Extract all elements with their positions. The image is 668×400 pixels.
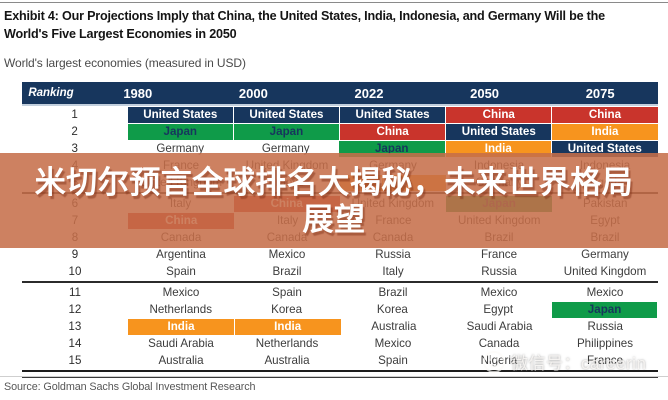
country-cell: Spain — [378, 354, 408, 367]
top-divider — [0, 2, 668, 3]
rank-number: 2 — [71, 125, 78, 138]
rank-number: 11 — [68, 286, 82, 299]
country-cell: Brazil — [272, 265, 302, 278]
country-cell: France — [586, 354, 624, 367]
column-header-ranking: Ranking — [28, 87, 74, 99]
table-row: 11 Mexico Spain Brazil Mexico Mexico — [22, 284, 658, 301]
country-cell: Netherlands — [149, 303, 212, 316]
column-header-2075: 2075 — [585, 85, 615, 101]
country-cell: Spain — [272, 286, 302, 299]
country-cell: United States — [446, 123, 552, 140]
chinese-banner-overlay: 米切尔预言全球排名大揭秘，未来世界格局 展望 — [0, 153, 668, 248]
country-cell: Saudi Arabia — [148, 337, 214, 350]
exhibit-subtitle: World's largest economies (measured in U… — [4, 56, 246, 70]
country-cell: United Kingdom — [563, 265, 647, 278]
source-note: Source: Goldman Sachs Global Investment … — [4, 381, 256, 393]
table-row: 13 India India Australia Saudi Arabia Russia — [22, 318, 658, 335]
country-cell: Netherlands — [255, 337, 319, 350]
country-cell: Australia — [264, 354, 310, 367]
country-cell: United States — [233, 106, 340, 123]
rank-number: 10 — [68, 265, 82, 278]
country-cell: Mexico — [480, 286, 518, 299]
country-cell: Spain — [166, 265, 196, 278]
country-cell: India — [445, 140, 551, 157]
country-cell: China — [446, 106, 552, 123]
rank-number: 12 — [68, 303, 82, 316]
table-row: 1 United States United States United States… — [22, 106, 658, 123]
country-cell: Mexico — [586, 286, 624, 299]
rank-number: 13 — [68, 320, 82, 333]
rank-number: 9 — [71, 248, 79, 261]
country-cell: Japan — [127, 123, 233, 140]
country-cell: Egypt — [483, 303, 514, 316]
country-cell: Russia — [587, 320, 623, 333]
country-cell: India — [234, 318, 341, 335]
country-cell: France — [480, 248, 518, 261]
country-cell: United States — [340, 106, 446, 123]
country-cell: United States — [127, 106, 233, 123]
country-cell: Canada — [478, 337, 520, 350]
country-cell: Mexico — [162, 286, 200, 299]
banner-text-line2: 展望 — [302, 201, 366, 237]
exhibit-title: Exhibit 4: Our Projections Imply that Ch… — [4, 7, 660, 43]
table-row: 2 Japan Japan China United States India — [22, 123, 658, 140]
country-cell: Mexico — [374, 337, 412, 350]
country-cell: Saudi Arabia — [466, 320, 533, 333]
country-cell: Korea — [271, 303, 303, 316]
country-cell: Russia — [375, 248, 411, 261]
banner-text-line1: 米切尔预言全球排名大揭秘，未来世界格局 — [34, 164, 634, 200]
table-row: 10 Spain Brazil Italy Russia United Kingdom — [22, 263, 658, 280]
table-row: 14 Saudi Arabia Netherlands Mexico Canada Phi… — [22, 335, 658, 352]
wechat-id-text: 微信号：careerin — [511, 354, 647, 373]
exhibit-title-line2: World's Five Largest Economies in 2050 — [4, 27, 237, 41]
country-cell: Brazil — [378, 286, 408, 299]
table-bottom-rule — [22, 370, 658, 378]
country-cell: China — [552, 106, 658, 123]
country-cell: Australia — [158, 354, 204, 367]
rank-number: 1 — [71, 108, 78, 121]
country-cell: Japan — [551, 301, 658, 318]
country-cell: United States — [552, 140, 658, 157]
country-cell: India — [552, 123, 658, 140]
rank-number: 14 — [68, 337, 82, 350]
country-cell: Japan — [339, 140, 445, 157]
table-row: 3 Germany Germany Japan India United States — [22, 140, 658, 157]
table-header-row: Ranking 1980 2000 2022 2050 2075 — [22, 82, 658, 106]
rank-number: 3 — [71, 142, 78, 155]
column-header-1980: 1980 — [123, 85, 153, 101]
country-cell: Japan — [233, 123, 340, 140]
country-cell: Australia — [371, 320, 417, 333]
country-cell: China — [340, 123, 446, 140]
table-row: 12 Netherlands Korea Korea Egypt Japan — [22, 301, 658, 318]
country-cell: Germany — [581, 248, 629, 261]
column-header-2000: 2000 — [238, 85, 268, 101]
rank-group-divider — [22, 281, 658, 283]
table-row: 9 Argentina Mexico Russia France Germany — [22, 246, 658, 263]
country-cell: India — [128, 318, 234, 335]
smiley-face-icon — [483, 350, 505, 373]
footer-divider — [0, 376, 668, 377]
exhibit-title-line1: Exhibit 4: Our Projections Imply that Ch… — [4, 9, 605, 23]
country-cell: Korea — [376, 303, 408, 316]
column-header-2050: 2050 — [470, 85, 500, 101]
country-cell: Russia — [481, 265, 517, 278]
column-header-2022: 2022 — [354, 85, 384, 101]
country-cell: Mexico — [268, 248, 306, 261]
country-cell: Germany — [261, 142, 310, 155]
wechat-watermark: 微信号：careerin — [482, 349, 646, 374]
country-cell: Germany — [156, 142, 205, 155]
rank-number: 15 — [68, 354, 82, 367]
country-cell: Philippines — [576, 337, 634, 350]
country-cell: Argentina — [156, 248, 206, 261]
country-cell: Italy — [382, 265, 404, 278]
